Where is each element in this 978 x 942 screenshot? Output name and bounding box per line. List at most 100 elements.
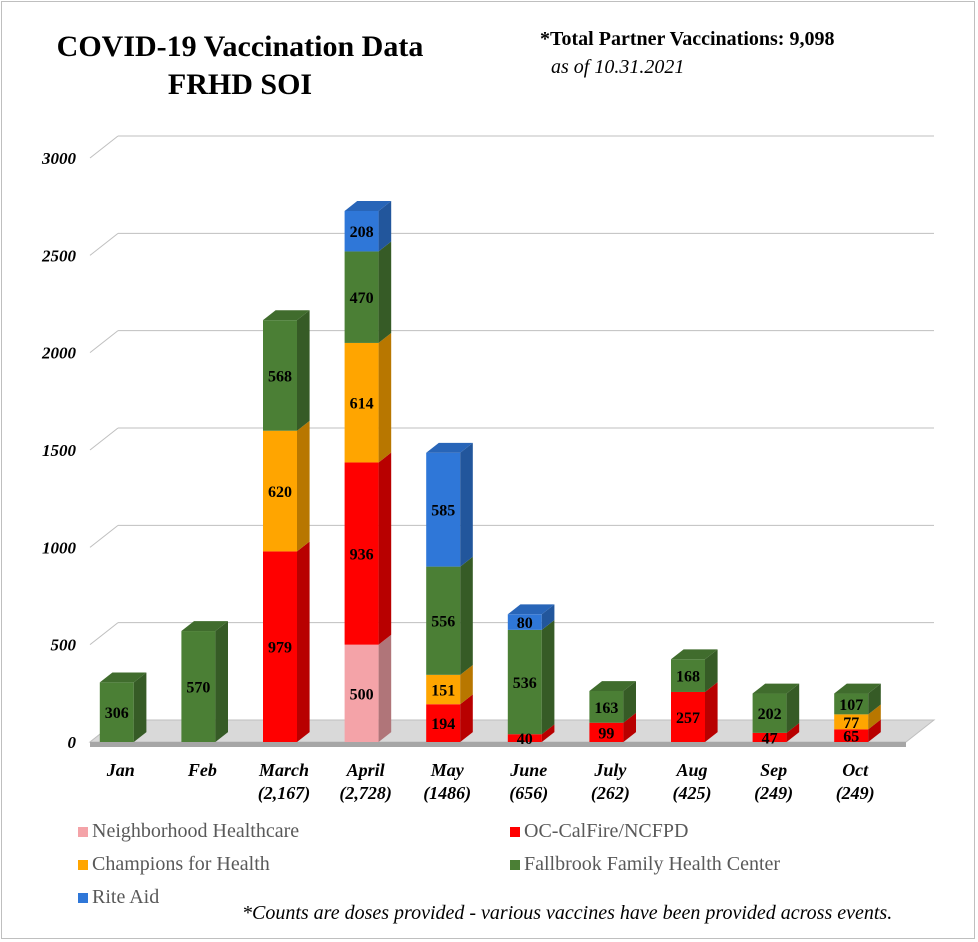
bar-segment-side — [378, 634, 392, 742]
data-label: 107 — [839, 697, 863, 714]
y-tick-label: 1500 — [42, 441, 77, 460]
bar-segment — [507, 629, 542, 735]
data-label: 208 — [350, 224, 374, 241]
bars — [99, 201, 881, 742]
title-line-2: FRHD SOI — [167, 68, 313, 101]
bar-segment-side — [215, 621, 228, 742]
grid-depth-line — [89, 135, 119, 159]
x-tick-total-label: (2,167) — [258, 783, 311, 804]
y-tick-label: 500 — [51, 636, 77, 655]
bar-segment-side — [786, 722, 800, 742]
data-label: 202 — [758, 706, 782, 723]
bar-segment-side — [786, 683, 800, 733]
gridlines: 0 500 1000 1500 2000 2500 3000 — [41, 135, 934, 752]
bar-segment-side — [378, 241, 392, 343]
x-tick-total-label: (656) — [509, 783, 548, 804]
x-tick-label: June — [509, 760, 547, 780]
data-label: 470 — [350, 290, 374, 307]
bar-segment — [344, 210, 379, 252]
x-tick-total-label: (2,728) — [339, 783, 392, 804]
grid-depth-line — [89, 330, 119, 354]
bar-top — [671, 649, 718, 660]
bar-segment — [263, 320, 297, 431]
bar-segment — [426, 566, 461, 675]
data-label: 65 — [843, 729, 859, 746]
y-tick-label: 1000 — [42, 538, 77, 557]
bar-segment — [263, 430, 297, 552]
bar-segment — [426, 452, 461, 567]
y-tick-label: 2000 — [41, 344, 77, 363]
as-of-date: as of 10.31.2021 — [551, 56, 685, 78]
data-label: 568 — [268, 368, 292, 385]
data-labels: 306 570 979 620 568 500 936 614 470 208 194 151 556 5… — [105, 224, 863, 748]
footnote: *Counts are doses provided - various vac… — [242, 902, 893, 924]
data-label: 163 — [594, 700, 618, 717]
data-label: 570 — [186, 680, 210, 697]
data-label: 77 — [843, 715, 859, 732]
total-vaccinations: *Total Partner Vaccinations: 9,098 — [540, 28, 834, 51]
bar-top — [181, 621, 228, 632]
bar-segment — [181, 631, 216, 742]
bar-segment — [834, 729, 869, 742]
y-tick-label: 0 — [68, 733, 77, 752]
bar-top — [344, 201, 392, 211]
x-tick-label: April — [346, 760, 385, 780]
bar-segment-side — [623, 712, 636, 742]
bar-top — [426, 442, 473, 453]
bar-segment-side — [623, 681, 636, 723]
bar-segment-side — [378, 201, 392, 252]
data-label: 620 — [268, 484, 292, 501]
x-tick-total-label: (425) — [673, 783, 712, 804]
bar-segment — [589, 690, 624, 723]
bar-segment — [671, 691, 705, 742]
data-label: 979 — [268, 640, 292, 657]
y-tick-label: 3000 — [41, 149, 77, 168]
x-tick-total-label: (249) — [754, 783, 793, 804]
data-label: 47 — [762, 730, 778, 747]
bar-segment — [671, 659, 705, 692]
bar-segment-side — [541, 604, 555, 630]
bar-segment — [99, 682, 134, 742]
bar-top — [263, 310, 310, 321]
bar-segment — [344, 462, 379, 645]
bar-segment-side — [297, 310, 310, 431]
data-label: 80 — [517, 615, 533, 632]
x-tick-label: Aug — [675, 760, 707, 780]
data-label: 306 — [105, 705, 129, 722]
data-label: 585 — [431, 503, 455, 520]
bar-top — [834, 683, 881, 694]
x-tick-total-label: (1486) — [423, 783, 471, 804]
grid-depth-line — [89, 524, 119, 548]
bar-segment — [426, 704, 461, 742]
x-tick-total-label: (262) — [591, 783, 630, 804]
bar-segment — [834, 693, 869, 715]
data-label: 151 — [431, 683, 455, 700]
title-line-1: COVID-19 Vaccination Data — [56, 30, 424, 63]
bar-segment-side — [705, 682, 718, 742]
bar-segment-side — [868, 683, 881, 715]
data-label: 194 — [431, 716, 455, 733]
x-tick-label: March — [258, 760, 309, 780]
bar-segment — [344, 251, 379, 343]
y-tick-label: 2500 — [41, 246, 77, 265]
data-label: 936 — [350, 547, 374, 564]
chart-title: COVID-19 Vaccination Data FRHD SOI — [0, 28, 480, 104]
x-tick-label: Jan — [106, 760, 135, 780]
bar-segment-side — [705, 649, 718, 692]
bar-segment — [263, 551, 297, 742]
bar-segment-side — [541, 619, 555, 735]
bar-segment — [507, 734, 542, 742]
x-tick-label: Oct — [842, 760, 869, 780]
grid-depth-line — [89, 427, 119, 451]
bar-segment — [344, 342, 379, 463]
x-tick-label: Feb — [187, 760, 217, 780]
data-label: 556 — [431, 614, 455, 631]
bar-segment-side — [868, 704, 881, 730]
bar-segment — [589, 722, 624, 742]
data-label: 257 — [676, 710, 700, 727]
x-tick-label: July — [593, 760, 627, 780]
data-label: 99 — [598, 725, 614, 742]
bar-segment — [344, 644, 379, 742]
